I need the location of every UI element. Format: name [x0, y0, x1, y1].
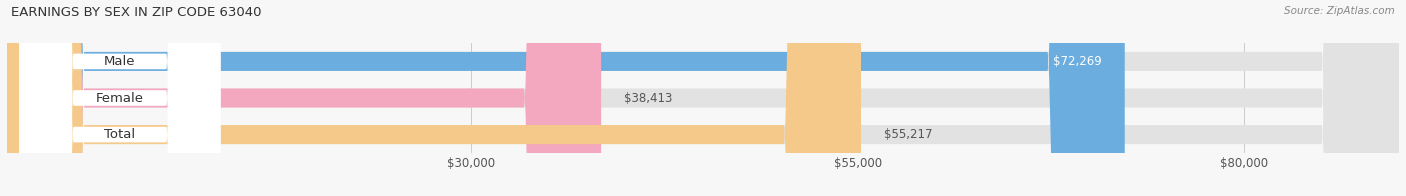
Text: Total: Total — [104, 128, 135, 141]
FancyBboxPatch shape — [20, 0, 221, 196]
Text: Source: ZipAtlas.com: Source: ZipAtlas.com — [1284, 6, 1395, 16]
FancyBboxPatch shape — [7, 0, 1125, 196]
FancyBboxPatch shape — [7, 0, 1399, 196]
FancyBboxPatch shape — [20, 0, 221, 196]
FancyBboxPatch shape — [20, 0, 221, 196]
Text: EARNINGS BY SEX IN ZIP CODE 63040: EARNINGS BY SEX IN ZIP CODE 63040 — [11, 6, 262, 19]
FancyBboxPatch shape — [7, 0, 1399, 196]
Text: $55,217: $55,217 — [884, 128, 932, 141]
FancyBboxPatch shape — [7, 0, 860, 196]
Text: Female: Female — [96, 92, 143, 104]
FancyBboxPatch shape — [7, 0, 1399, 196]
Text: Male: Male — [104, 55, 136, 68]
FancyBboxPatch shape — [7, 0, 602, 196]
Text: $38,413: $38,413 — [624, 92, 672, 104]
Text: $72,269: $72,269 — [1053, 55, 1101, 68]
